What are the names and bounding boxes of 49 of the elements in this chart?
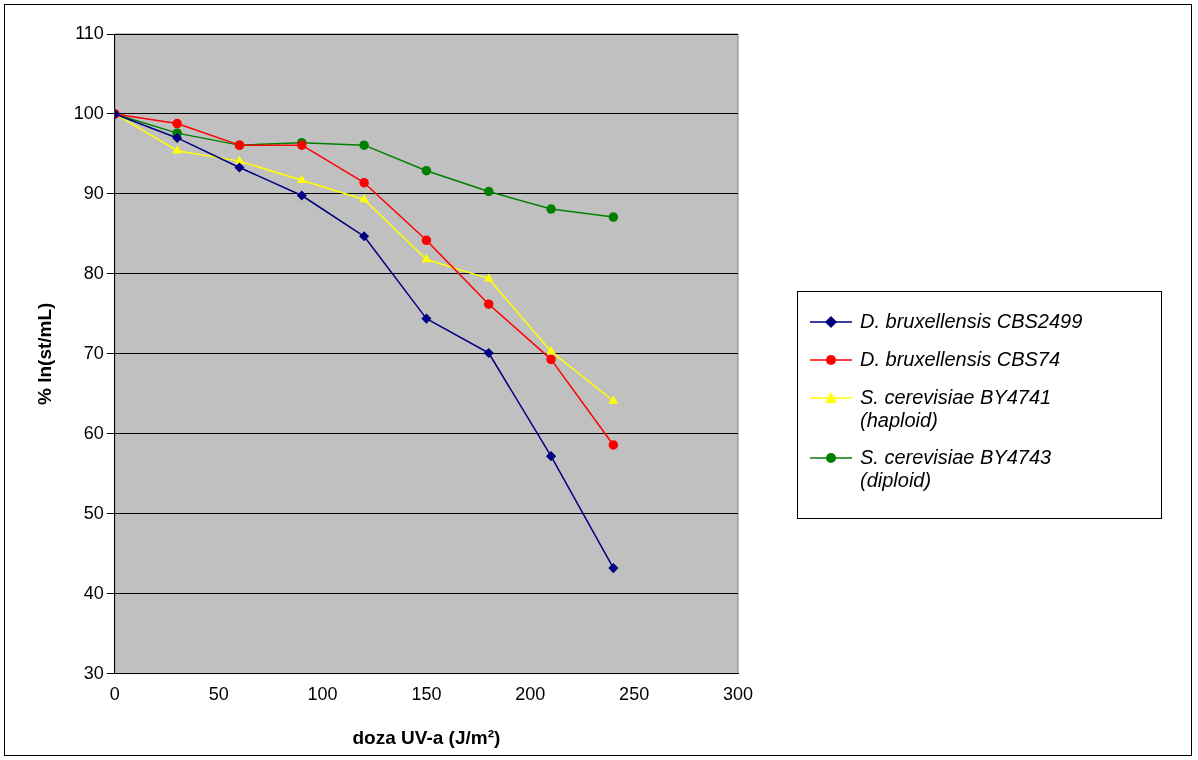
point: [546, 346, 556, 355]
point: [172, 118, 182, 129]
point: [172, 145, 182, 154]
y-tick-label: 80: [83, 262, 104, 283]
y-tick-label: 70: [83, 342, 104, 363]
x-axis-title: doza UV-a (J/m²): [352, 726, 501, 748]
point: [359, 231, 369, 242]
point: [235, 156, 244, 164]
point: [546, 204, 556, 214]
point: [484, 273, 493, 282]
x-tick-label: 50: [208, 684, 229, 705]
point: [421, 165, 432, 176]
point: [172, 133, 182, 143]
point: [359, 140, 369, 150]
x-tick-label: 150: [411, 684, 442, 705]
y-tick-label: 40: [83, 582, 104, 603]
point: [608, 563, 619, 573]
point: [422, 254, 431, 263]
point: [359, 177, 369, 188]
point: [546, 354, 556, 365]
point: [546, 451, 556, 461]
point: [421, 235, 432, 246]
legend-label: S. cerevisiae BY4743 (diploid): [860, 446, 1053, 492]
y-tick-label: 30: [83, 662, 104, 683]
legend-label: D. bruxellensis CBS74: [860, 348, 1061, 371]
point: [609, 396, 618, 404]
legend-label: D. bruxellensis CBS2499: [860, 310, 1083, 333]
point: [297, 190, 307, 201]
point: [483, 348, 494, 358]
point: [234, 162, 245, 173]
point: [421, 313, 432, 324]
y-tick-label: 90: [83, 182, 104, 203]
y-axis-title: % ln(st/mL): [33, 302, 55, 405]
y-tick-label: 60: [83, 422, 104, 443]
point: [483, 299, 494, 309]
point: [297, 175, 306, 184]
point: [608, 440, 619, 450]
y-tick-label: 110: [75, 22, 104, 43]
y-tick-label: 100: [73, 102, 104, 123]
x-tick-label: 0: [109, 684, 120, 705]
point: [359, 194, 369, 203]
point: [483, 186, 494, 197]
x-tick-label: 200: [515, 684, 546, 705]
x-tick-label: 100: [307, 684, 338, 705]
y-tick-label: 50: [83, 502, 104, 523]
x-tick-label: 250: [619, 684, 650, 705]
point: [608, 212, 619, 222]
legend-label: S. cerevisiae BY4741 (haploid): [860, 386, 1053, 432]
x-tick-label: 300: [722, 684, 754, 705]
